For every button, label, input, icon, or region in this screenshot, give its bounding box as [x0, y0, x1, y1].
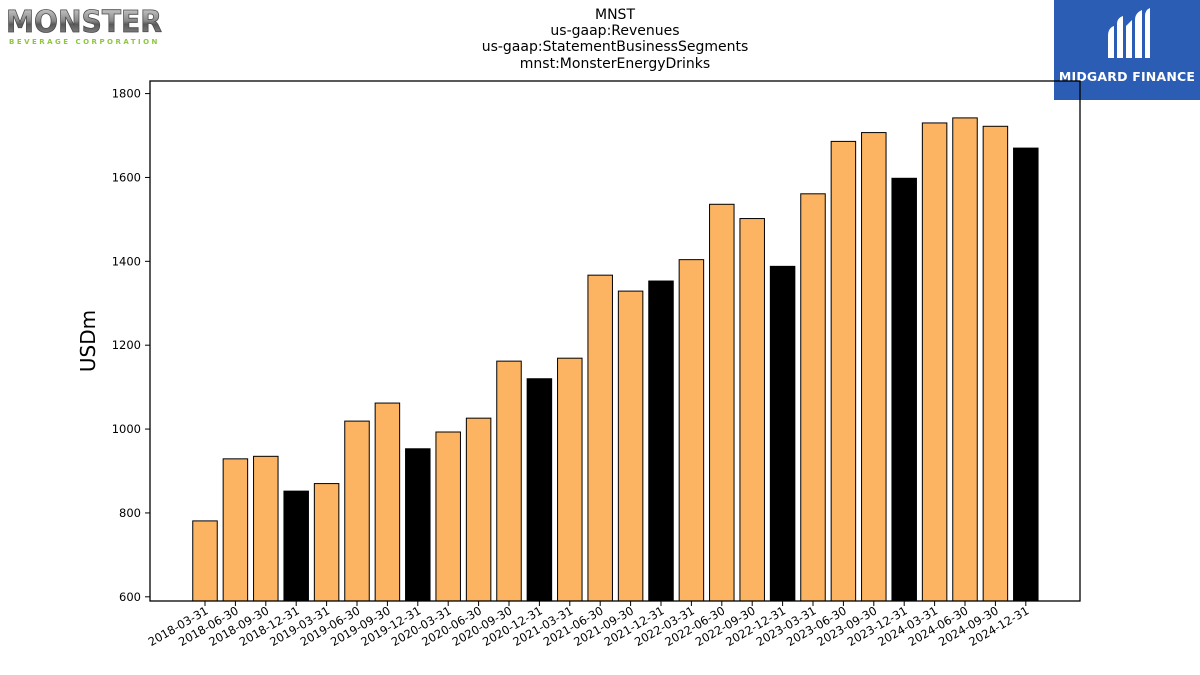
x-tick-label-2022-06-30: 2022-06-30 [662, 603, 727, 649]
bar-2022-03-31 [678, 259, 705, 602]
monster-logo-wordmark: MONSTER [6, 5, 162, 40]
bar-2024-03-31 [921, 122, 948, 602]
bar-2024-06-30 [952, 117, 978, 602]
bar-2021-12-31 [648, 280, 674, 602]
monster-logo-tagline: BEVERAGE CORPORATION [9, 38, 159, 46]
x-tick-label-2018-03-31: 2018-03-31 [146, 603, 211, 649]
y-tick-label-1200: 1200 [112, 338, 141, 352]
x-tick-label-2022-12-31: 2022-12-31 [723, 603, 788, 649]
bar-2023-03-31 [800, 193, 826, 602]
x-tick-label-2019-03-31: 2019-03-31 [267, 603, 332, 649]
bar-2018-06-30 [222, 458, 249, 602]
midgard-mark-icon [1108, 8, 1150, 58]
bar-2019-12-31 [405, 448, 431, 602]
x-tick-label-2024-06-30: 2024-06-30 [906, 603, 971, 649]
y-tick-label-800: 800 [119, 506, 141, 520]
x-tick-label-2024-09-30: 2024-09-30 [936, 603, 1001, 649]
bar-2019-03-31 [313, 483, 340, 602]
bar-2021-03-31 [557, 357, 583, 602]
chart-title-metric: us-gaap:Revenues [550, 23, 680, 39]
bar-2023-06-30 [830, 140, 857, 602]
bar-2018-12-31 [283, 490, 309, 602]
x-tick-label-2021-09-30: 2021-09-30 [571, 603, 636, 649]
y-tick-label-1800: 1800 [112, 87, 141, 101]
axes-layer [145, 80, 1081, 606]
plot-frame [149, 80, 1081, 602]
chart-title-ticker: MNST [595, 7, 635, 23]
bar-2020-06-30 [465, 417, 492, 602]
x-tick-label-2023-12-31: 2023-12-31 [845, 603, 910, 649]
bar-2022-06-30 [709, 203, 735, 602]
bar-2024-12-31 [1013, 147, 1039, 602]
x-tick-label-2019-09-30: 2019-09-30 [328, 603, 393, 649]
x-tick-label-2019-12-31: 2019-12-31 [358, 603, 423, 649]
x-tick-label-2020-06-30: 2020-06-30 [419, 603, 484, 649]
x-tick-label-2018-12-31: 2018-12-31 [237, 603, 302, 649]
bar-2020-03-31 [435, 431, 461, 602]
x-tick-label-2023-03-31: 2023-03-31 [754, 603, 819, 649]
chart-title-segment: mnst:MonsterEnergyDrinks [519, 56, 711, 72]
bar-2022-09-30 [739, 218, 765, 602]
x-tick-label-2020-03-31: 2020-03-31 [389, 603, 454, 649]
y-axis-label: USDm [76, 310, 100, 372]
x-tick-label-2023-06-30: 2023-06-30 [784, 603, 849, 649]
x-tick-label-2018-09-30: 2018-09-30 [206, 603, 271, 649]
bar-2023-12-31 [891, 177, 917, 602]
bar-2021-06-30 [587, 274, 613, 602]
bar-2023-09-30 [861, 132, 887, 602]
x-tick-label-2018-06-30: 2018-06-30 [176, 603, 241, 649]
x-tick-label-2021-12-31: 2021-12-31 [602, 603, 667, 649]
chart-title-axis: us-gaap:StatementBusinessSegments [481, 39, 749, 55]
y-tick-label-1400: 1400 [112, 254, 141, 268]
bars-layer [192, 117, 1039, 602]
x-tick-label-2022-09-30: 2022-09-30 [693, 603, 758, 649]
bar-2021-09-30 [617, 290, 644, 602]
y-tick-label-600: 600 [119, 590, 141, 604]
bar-2020-09-30 [496, 360, 522, 602]
bar-2019-09-30 [374, 402, 401, 602]
x-tick-label-2019-06-30: 2019-06-30 [298, 603, 363, 649]
midgard-logo-text: MIDGARD FINANCE [1058, 69, 1196, 84]
x-tick-label-2024-12-31: 2024-12-31 [966, 603, 1031, 649]
x-tick-label-2022-03-31: 2022-03-31 [632, 603, 697, 649]
bar-2024-09-30 [982, 125, 1009, 602]
y-tick-label-1600: 1600 [112, 170, 141, 184]
x-tick-label-2021-06-30: 2021-06-30 [541, 603, 606, 649]
x-tick-label-2024-03-31: 2024-03-31 [875, 603, 940, 649]
bar-2018-09-30 [253, 455, 279, 602]
bar-2018-03-31 [192, 520, 218, 602]
bar-2019-06-30 [344, 420, 370, 602]
monster-logo: MONSTER BEVERAGE CORPORATION [4, 4, 164, 46]
midgard-finance-logo: MIDGARD FINANCE [1054, 0, 1200, 100]
bar-2020-12-31 [526, 378, 553, 602]
x-tick-label-2021-03-31: 2021-03-31 [510, 603, 575, 649]
x-tick-label-2023-09-30: 2023-09-30 [814, 603, 879, 649]
y-tick-label-1000: 1000 [112, 422, 141, 436]
labels-layer: 600800100012001400160018002018-03-312018… [76, 87, 1031, 649]
x-tick-label-2020-12-31: 2020-12-31 [480, 603, 545, 649]
x-tick-label-2020-09-30: 2020-09-30 [450, 603, 515, 649]
bar-2022-12-31 [769, 265, 796, 602]
